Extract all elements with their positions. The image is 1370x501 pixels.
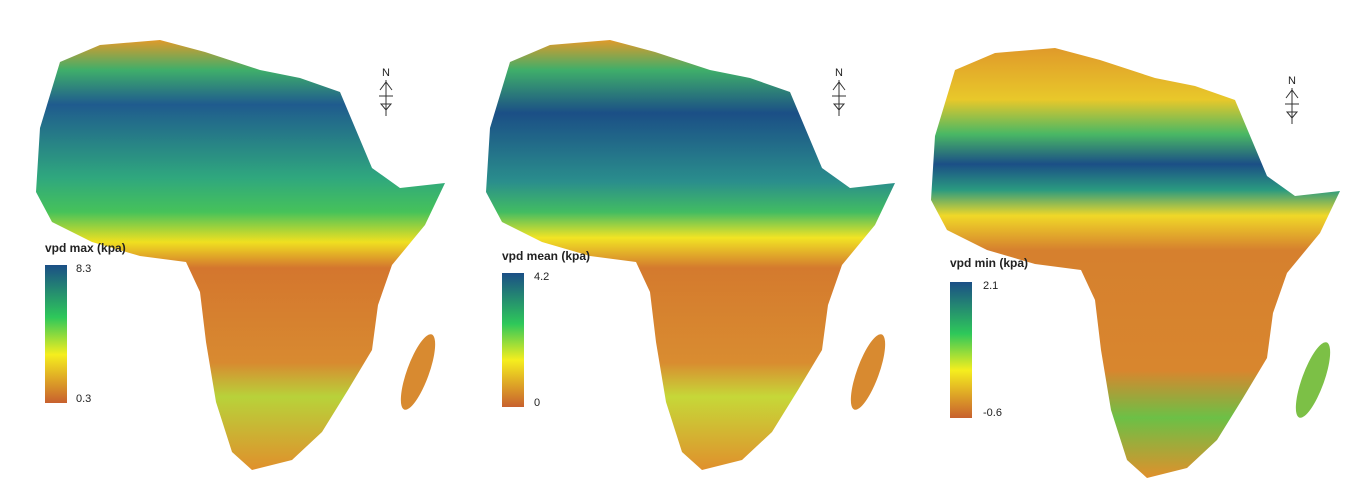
colorbar: [502, 273, 524, 407]
panel: vpd mean (kpa) 4.2 0 N: [486, 40, 895, 470]
north-label: N: [382, 67, 390, 79]
legend-title: vpd mean (kpa): [502, 249, 590, 263]
panel: vpd max (kpa) 8.3 0.3 N: [36, 40, 445, 470]
north-label: N: [835, 67, 843, 79]
legend-max: 4.2: [534, 271, 549, 283]
north-label: N: [1288, 75, 1296, 87]
madagascar: [400, 334, 436, 410]
panel: vpd min (kpa) 2.1 -0.6 N: [931, 48, 1340, 478]
legend-title: vpd min (kpa): [950, 256, 1028, 270]
legend-max: 8.3: [76, 263, 91, 275]
legend-max: 2.1: [983, 280, 998, 292]
north-arrow: [832, 80, 846, 116]
madagascar: [850, 334, 886, 410]
north-arrow: [1285, 88, 1299, 124]
legend-min: -0.6: [983, 407, 1002, 419]
legend-title: vpd max (kpa): [45, 241, 126, 255]
legend-min: 0.3: [76, 393, 91, 405]
legend-min: 0: [534, 397, 540, 409]
colorbar: [45, 265, 67, 403]
north-arrow: [379, 80, 393, 116]
colorbar: [950, 282, 972, 418]
madagascar: [1295, 342, 1331, 418]
